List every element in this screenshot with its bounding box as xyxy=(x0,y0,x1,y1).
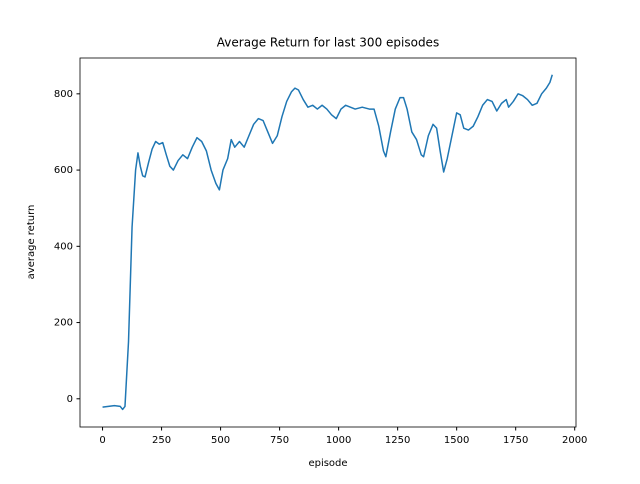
x-tick-label: 500 xyxy=(211,435,230,446)
plot-frame xyxy=(79,57,577,428)
y-tick-label: 200 xyxy=(54,318,73,329)
y-tick-label: 0 xyxy=(67,394,73,405)
x-tick-label: 2000 xyxy=(562,435,587,446)
data-line xyxy=(102,74,553,411)
y-tick-label: 600 xyxy=(54,165,73,176)
x-tick-label: 1250 xyxy=(385,435,410,446)
y-tick-label: 800 xyxy=(54,89,73,100)
y-axis-label: average return xyxy=(26,205,37,280)
x-tick-label: 1000 xyxy=(326,435,351,446)
x-tick-label: 250 xyxy=(152,435,171,446)
chart-title: Average Return for last 300 episodes xyxy=(217,36,439,50)
x-tick-label: 1500 xyxy=(444,435,469,446)
y-tick-label: 400 xyxy=(54,241,73,252)
x-tick-label: 0 xyxy=(99,435,105,446)
x-tick-label: 1750 xyxy=(503,435,528,446)
x-axis-label: episode xyxy=(308,458,347,469)
x-tick-label: 750 xyxy=(270,435,289,446)
